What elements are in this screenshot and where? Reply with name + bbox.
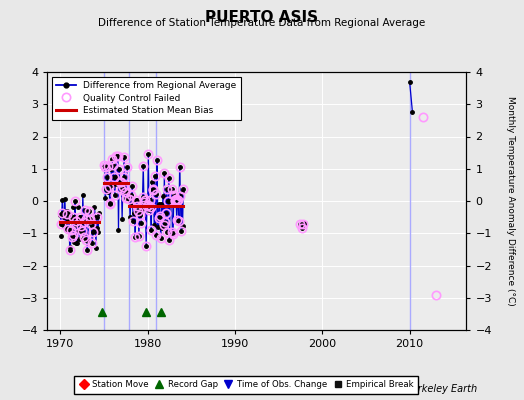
Text: Berkeley Earth: Berkeley Earth	[405, 384, 477, 394]
Text: PUERTO ASIS: PUERTO ASIS	[205, 10, 319, 25]
Legend: Difference from Regional Average, Quality Control Failed, Estimated Station Mean: Difference from Regional Average, Qualit…	[52, 76, 241, 120]
Text: Difference of Station Temperature Data from Regional Average: Difference of Station Temperature Data f…	[99, 18, 425, 28]
Legend: Station Move, Record Gap, Time of Obs. Change, Empirical Break: Station Move, Record Gap, Time of Obs. C…	[74, 376, 418, 394]
Y-axis label: Monthly Temperature Anomaly Difference (°C): Monthly Temperature Anomaly Difference (…	[506, 96, 515, 306]
